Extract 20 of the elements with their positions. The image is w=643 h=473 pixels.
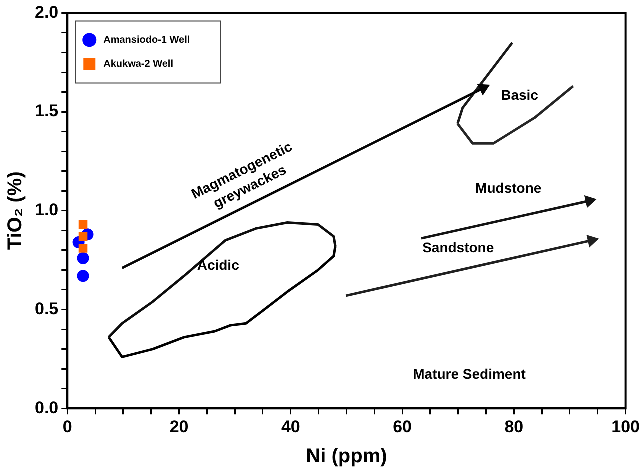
legend-label: Akukwa-2 Well [104, 58, 174, 70]
y-tick-label: 1.0 [34, 200, 59, 220]
y-tick-label: 2.0 [34, 2, 59, 22]
x-tick-label: 20 [170, 417, 189, 436]
x-tick-label: 60 [393, 417, 412, 436]
x-tick-label: 40 [281, 417, 300, 436]
legend-label: Amansiodo-1 Well [104, 34, 190, 46]
y-tick-label: 0.5 [34, 299, 59, 318]
y-tick-label: 1.5 [34, 102, 59, 121]
x-tick-label: 100 [612, 417, 640, 436]
x-tick-label: 0 [62, 417, 72, 436]
annotation: Mature Sediment [413, 366, 526, 382]
annotation: Mudstone [476, 180, 542, 196]
annotation: Basic [501, 87, 539, 104]
y-axis-title: TiO₂ (%) [4, 172, 27, 250]
y-tick-label: 0.0 [34, 398, 59, 418]
x-axis-title: Ni (ppm) [306, 446, 388, 468]
annotation: Acidic [197, 257, 240, 274]
x-tick-label: 80 [504, 417, 524, 436]
annotation: Sandstone [422, 239, 494, 256]
